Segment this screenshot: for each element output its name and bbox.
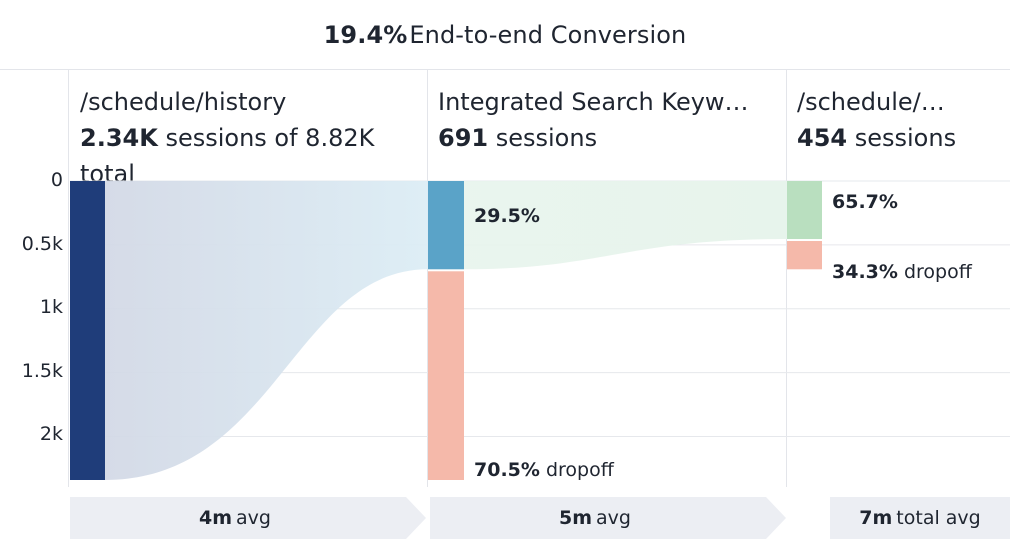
flow-band-2 bbox=[464, 181, 787, 270]
step-header-2: Integrated Search Keyw… 691 sessions bbox=[438, 84, 778, 156]
step-count-suffix: sessions bbox=[847, 124, 957, 152]
step-count: 2.34K bbox=[80, 124, 158, 152]
conversion-label: End-to-end Conversion bbox=[409, 21, 687, 49]
step-divider-3 bbox=[786, 70, 787, 487]
flow-band-1 bbox=[105, 181, 428, 480]
step-name: Integrated Search Keyw… bbox=[438, 88, 749, 116]
step2-dropoff-label: 70.5% dropoff bbox=[474, 459, 614, 481]
conversion-value: 19.4% bbox=[323, 21, 408, 49]
step-name: /schedule/history bbox=[80, 88, 287, 116]
time-chevron-3 bbox=[830, 497, 1010, 539]
step-count: 691 bbox=[438, 124, 489, 152]
step3-dropoff-label: 34.3% dropoff bbox=[832, 261, 972, 283]
time-chevron-1 bbox=[70, 497, 426, 539]
y-tick-label: 0 bbox=[50, 169, 63, 191]
y-tick-label: 1.5k bbox=[21, 360, 63, 382]
chart-title: 19.4% End-to-end Conversion bbox=[0, 0, 1010, 70]
step-header-1: /schedule/history 2.34K sessions of 8.82… bbox=[80, 84, 420, 192]
time-label-1: 4m avg bbox=[199, 507, 271, 529]
step-bar-2 bbox=[428, 181, 464, 270]
time-label-2: 5m avg bbox=[559, 507, 631, 529]
time-chevron-2 bbox=[430, 497, 786, 539]
dropoff-bar-3 bbox=[787, 241, 822, 270]
y-tick-label: 0.5k bbox=[21, 233, 63, 255]
step-count: 454 bbox=[797, 124, 848, 152]
step-bar-1 bbox=[70, 181, 105, 480]
step-divider-2 bbox=[427, 70, 428, 487]
step-name: /schedule/… bbox=[797, 88, 945, 116]
step2-conversion-label: 29.5% bbox=[474, 205, 540, 227]
step-count-suffix: sessions bbox=[488, 124, 598, 152]
step-divider-1 bbox=[68, 70, 69, 487]
step-bar-3 bbox=[787, 181, 822, 240]
step3-conversion-label: 65.7% bbox=[832, 191, 898, 213]
step-header-3: /schedule/… 454 sessions bbox=[797, 84, 1007, 156]
time-label-3: 7m total avg bbox=[859, 507, 981, 529]
y-tick-label: 2k bbox=[39, 423, 63, 445]
y-tick-label: 1k bbox=[39, 296, 63, 318]
header-divider bbox=[0, 69, 1010, 70]
dropoff-bar-2 bbox=[428, 271, 464, 480]
